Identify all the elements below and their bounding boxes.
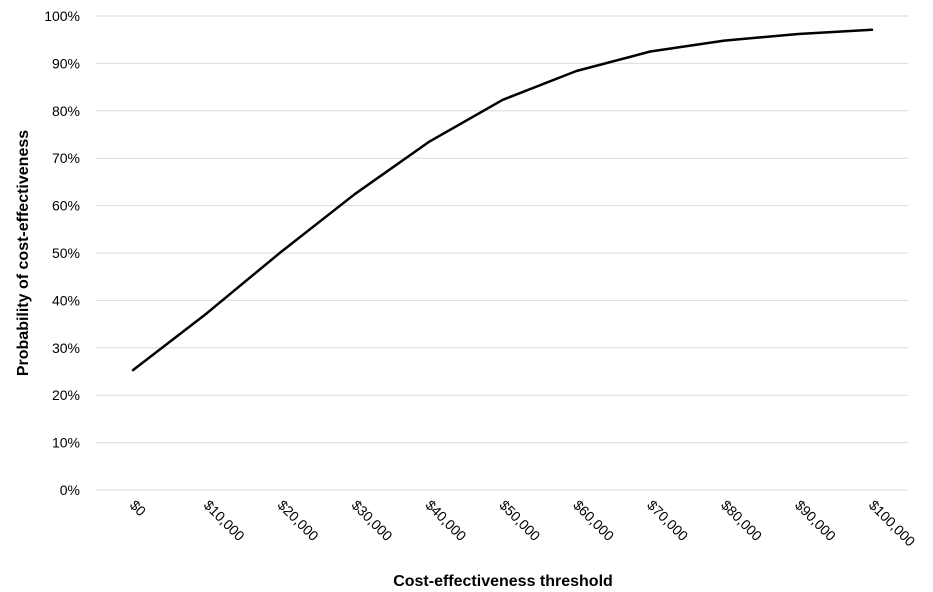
- y-tick-label: 70%: [52, 150, 80, 166]
- x-tick-label: $60,000: [570, 497, 617, 544]
- y-axis-title: Probability of cost-effectiveness: [15, 130, 32, 376]
- x-axis-title: Cost-effectiveness threshold: [393, 573, 613, 590]
- y-tick-label: 0%: [60, 482, 80, 498]
- x-tick-label: $90,000: [792, 497, 839, 544]
- y-tick-label: 40%: [52, 292, 80, 308]
- x-axis-tick-labels: $0 $10,000 $20,000 $30,000 $40,000 $50,000 $60…: [127, 497, 919, 550]
- x-tick-label: $40,000: [422, 497, 469, 544]
- x-tick-label: $50,000: [496, 497, 543, 544]
- x-tick-label: $20,000: [275, 497, 322, 544]
- x-tick-label: $80,000: [718, 497, 765, 544]
- y-axis-tick-labels: 0% 10% 20% 30% 40% 50% 60% 70% 80% 90% 100%: [44, 8, 80, 498]
- x-tick-label: $100,000: [866, 497, 919, 550]
- series-line: [131, 28, 874, 372]
- x-tick-label: $70,000: [644, 497, 691, 544]
- y-tick-label: 50%: [52, 245, 80, 261]
- y-tick-label: 80%: [52, 103, 80, 119]
- x-tick-label: $0: [127, 497, 149, 519]
- y-tick-label: 90%: [52, 55, 80, 71]
- y-tick-label: 30%: [52, 340, 80, 356]
- series-layer: [131, 28, 874, 372]
- x-tick-label: $10,000: [201, 497, 248, 544]
- gridlines: [96, 15, 908, 491]
- y-tick-label: 20%: [52, 387, 80, 403]
- y-tick-label: 100%: [44, 8, 80, 24]
- y-tick-label: 10%: [52, 435, 80, 451]
- y-tick-label: 60%: [52, 198, 80, 214]
- x-tick-label: $30,000: [349, 497, 396, 544]
